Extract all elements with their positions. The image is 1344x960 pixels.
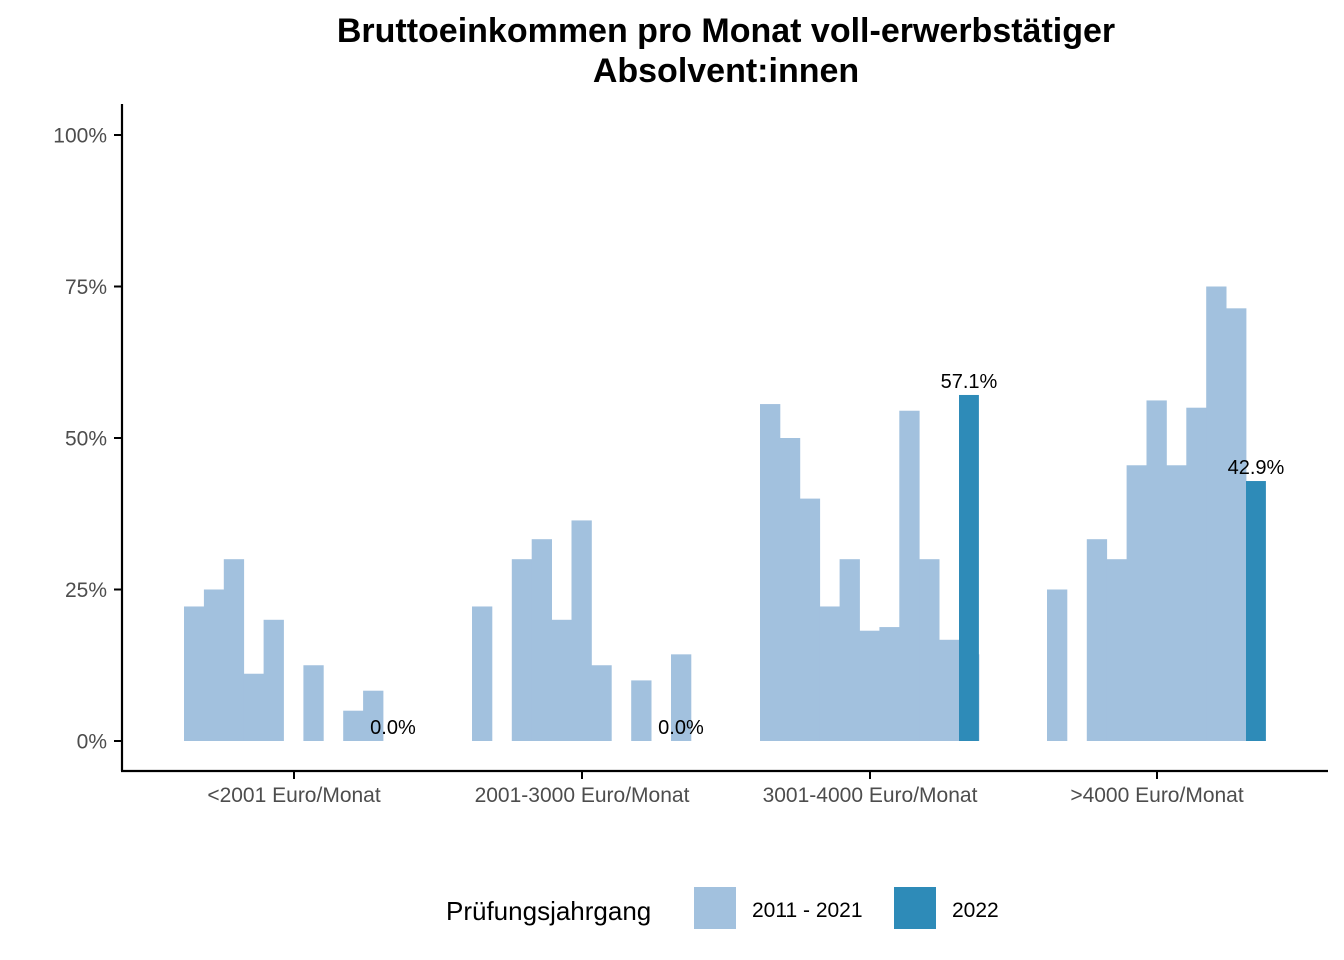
legend-key-2011-2021 <box>694 887 736 929</box>
bar-2011-2021 <box>919 559 940 741</box>
bar-2011-2021 <box>223 559 245 741</box>
bar-2022-label: 57.1% <box>941 371 998 393</box>
bar-2022-label: 0.0% <box>658 717 704 739</box>
bar-2022 <box>959 394 979 741</box>
bar-2011-2021 <box>303 665 324 741</box>
bar-2011-2021 <box>760 404 781 741</box>
bar-2011-2021 <box>243 673 264 741</box>
bar-2011-2021 <box>839 559 860 741</box>
legend-label-2011-2021: 2011 - 2021 <box>752 899 863 922</box>
bar-2011-2021 <box>631 680 652 741</box>
chart-title-line-1: Bruttoeinkommen pro Monat voll-erwerbstä… <box>337 12 1115 50</box>
bar-marks <box>184 286 1266 741</box>
legend-key-2022 <box>894 887 936 929</box>
bar-2011-2021 <box>799 498 821 741</box>
chart-title-line-2: Absolvent:innen <box>593 52 859 90</box>
bar-2022-label: 0.0% <box>370 717 416 739</box>
x-axis-ticks: <2001 Euro/Monat 2001-3000 Euro/Monat 3001… <box>207 771 1244 807</box>
bar-2011-2021 <box>1226 308 1247 741</box>
bar-2011-2021 <box>899 410 920 741</box>
bar-2022-label: 42.9% <box>1228 457 1285 479</box>
y-axis-ticks: 0% 25% 50% 75% 100% <box>53 125 122 754</box>
x-tick-label: 2001-3000 Euro/Monat <box>475 784 690 807</box>
bar-2011-2021 <box>1126 465 1147 741</box>
bar-2011-2021 <box>184 606 205 741</box>
bar-2011-2021 <box>939 639 960 741</box>
bar-2011-2021 <box>1166 465 1187 741</box>
bar-2011-2021 <box>879 627 900 741</box>
bar-2011-2021 <box>1206 286 1227 741</box>
y-tick-label: 50% <box>65 428 107 451</box>
bar-2011-2021 <box>819 606 840 741</box>
bar-2011-2021 <box>551 619 572 741</box>
legend-title: Prüfungsjahrgang <box>446 896 651 926</box>
bar-2022 <box>1246 481 1266 741</box>
x-tick-label: >4000 Euro/Monat <box>1070 784 1244 807</box>
bar-2011-2021 <box>1106 559 1127 741</box>
bar-2011-2021 <box>263 619 284 741</box>
bar-2011-2021 <box>571 520 592 741</box>
y-tick-label: 100% <box>53 125 107 148</box>
bar-2011-2021 <box>1086 539 1108 741</box>
bar-2011-2021 <box>203 589 225 741</box>
x-tick-label: 3001-4000 Euro/Monat <box>763 784 978 807</box>
bar-2011-2021 <box>531 539 552 741</box>
bar-2011-2021 <box>1146 400 1167 741</box>
y-tick-label: 0% <box>77 731 107 754</box>
legend-label-2022: 2022 <box>952 899 999 922</box>
x-tick-label: <2001 Euro/Monat <box>207 784 381 807</box>
bar-2011-2021 <box>591 665 612 741</box>
bar-2011-2021 <box>343 710 364 741</box>
bar-2011-2021 <box>671 654 692 741</box>
bar-2011-2021 <box>1047 589 1068 741</box>
y-tick-label: 75% <box>65 276 107 299</box>
bar-2011-2021 <box>859 630 880 741</box>
y-tick-label: 25% <box>65 579 107 602</box>
legend: Prüfungsjahrgang 2011 - 2021 2022 <box>446 887 999 929</box>
bar-2011-2021 <box>779 438 801 741</box>
bar-2011-2021 <box>1186 407 1207 741</box>
bar-2011-2021 <box>472 606 493 741</box>
bar-2011-2021 <box>363 690 384 741</box>
bar-2011-2021 <box>511 559 533 741</box>
data-labels: 0.0% 0.0% 57.1% 42.9% <box>370 371 1284 739</box>
